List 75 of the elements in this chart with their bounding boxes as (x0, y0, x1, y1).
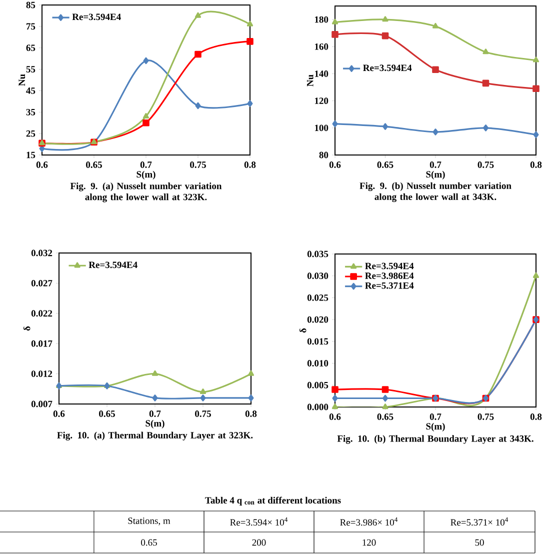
text: Fig. 10. (a) Thermal Boundary Layer at 323K. (57, 432, 253, 440)
text: 50 (475, 539, 484, 546)
x-tick-label: 0.65 (86, 162, 102, 168)
legend-label: Re=3.986E4 (365, 272, 414, 280)
x-axis-title: S(m) (146, 420, 164, 428)
x-tick-label: 0.75 (478, 414, 494, 420)
y-tick-label: 0.010 (307, 360, 328, 367)
x-tick-label: 0.6 (53, 410, 65, 417)
text: Fig. 10. (b) Thermal Boundary Layer at 343K. (337, 435, 534, 444)
y-tick-label: 0.030 (307, 272, 328, 280)
y-tick-label: 65 (26, 44, 36, 52)
text: Re=5.371× 10$^{4}$ (450, 517, 508, 526)
legend-label: Re=3.594E4 (365, 262, 414, 270)
x-tick-label: 0.7 (430, 414, 442, 420)
text: 0.65 (141, 539, 157, 546)
y-tick-label: 0.027 (31, 280, 52, 286)
x-tick-label: 0.65 (377, 162, 394, 168)
text: 120 (362, 539, 376, 546)
y-tick-label: 0.012 (31, 370, 52, 378)
x-axis-title: S(m) (136, 170, 156, 180)
x-tick-label: 0.8 (530, 414, 542, 420)
x-tick-label: 0.7 (140, 162, 152, 168)
y-tick-label: 0.005 (307, 382, 328, 388)
y-tick-label: 0.007 (31, 400, 52, 408)
y-tick-label: 120 (314, 98, 328, 104)
y-tick-label: 160 (314, 43, 328, 50)
y-tick-label: 85 (26, 2, 36, 8)
y-tick-label: 35 (26, 108, 36, 116)
text: Stations, m (128, 518, 170, 526)
y-tick-label: 0.035 (307, 250, 328, 258)
text: 200 (252, 539, 266, 546)
y-tick-label: 140 (314, 70, 328, 77)
x-tick-label: 0.8 (244, 162, 256, 168)
x-tick-label: 0.75 (478, 162, 494, 168)
y-tick-label: 25 (26, 130, 36, 137)
x-axis-title: S(m) (426, 170, 445, 180)
x-tick-label: 0.6 (329, 414, 341, 420)
y-tick-label: 75 (26, 23, 36, 30)
y-tick-label: 0.032 (31, 250, 52, 256)
text: Fig. 9. (b) Nusselt number variation along the lower wall at 343K. (360, 182, 512, 202)
y-axis-title: Nu (307, 74, 314, 86)
y-tick-label: 0.017 (31, 340, 52, 347)
y-axis-title: Nu (18, 74, 26, 86)
y-tick-label: 0.022 (31, 310, 52, 317)
y-tick-label: 45 (26, 88, 36, 94)
text: Re=3.594× 10$^{4}$ (230, 517, 288, 526)
x-axis-title: S(m) (426, 422, 445, 432)
text: Re=3.986× 10$^{4}$ (340, 517, 398, 526)
y-tick-label: 0.000 (307, 404, 328, 410)
y-tick-label: 100 (314, 124, 328, 132)
y-axis-title: δ (23, 326, 30, 331)
legend-label: Re=3.594E4 (72, 14, 121, 20)
x-tick-label: 0.75 (195, 410, 211, 417)
x-tick-label: 0.8 (530, 162, 542, 168)
y-tick-label: 0.015 (307, 338, 328, 345)
y-axis-title: δ (299, 328, 306, 333)
x-tick-label: 0.7 (430, 162, 442, 168)
y-tick-label: 0.025 (307, 294, 328, 301)
y-tick-label: 0.020 (307, 316, 328, 323)
x-tick-label: 0.7 (149, 410, 161, 417)
x-tick-label: 0.65 (99, 410, 115, 417)
x-tick-label: 0.75 (190, 162, 206, 168)
x-tick-label: 0.8 (245, 410, 257, 417)
y-tick-label: 80 (319, 152, 328, 158)
x-tick-label: 0.6 (36, 162, 48, 168)
legend-label: Re=3.594E4 (88, 262, 138, 268)
legend-label: Re=5.371E4 (365, 282, 414, 289)
y-tick-label: 55 (26, 66, 36, 72)
y-tick-label: 15 (26, 152, 36, 158)
y-tick-label: 180 (314, 16, 328, 23)
legend-label: Re=3.594E4 (363, 64, 412, 72)
text: Table 4 q $_{con}$ at different locations (205, 496, 341, 506)
x-tick-label: 0.6 (329, 162, 341, 168)
text: Fig. 9. (a) Nusselt number variation along the lower wall at 323K. (70, 182, 222, 202)
x-tick-label: 0.65 (377, 414, 394, 420)
